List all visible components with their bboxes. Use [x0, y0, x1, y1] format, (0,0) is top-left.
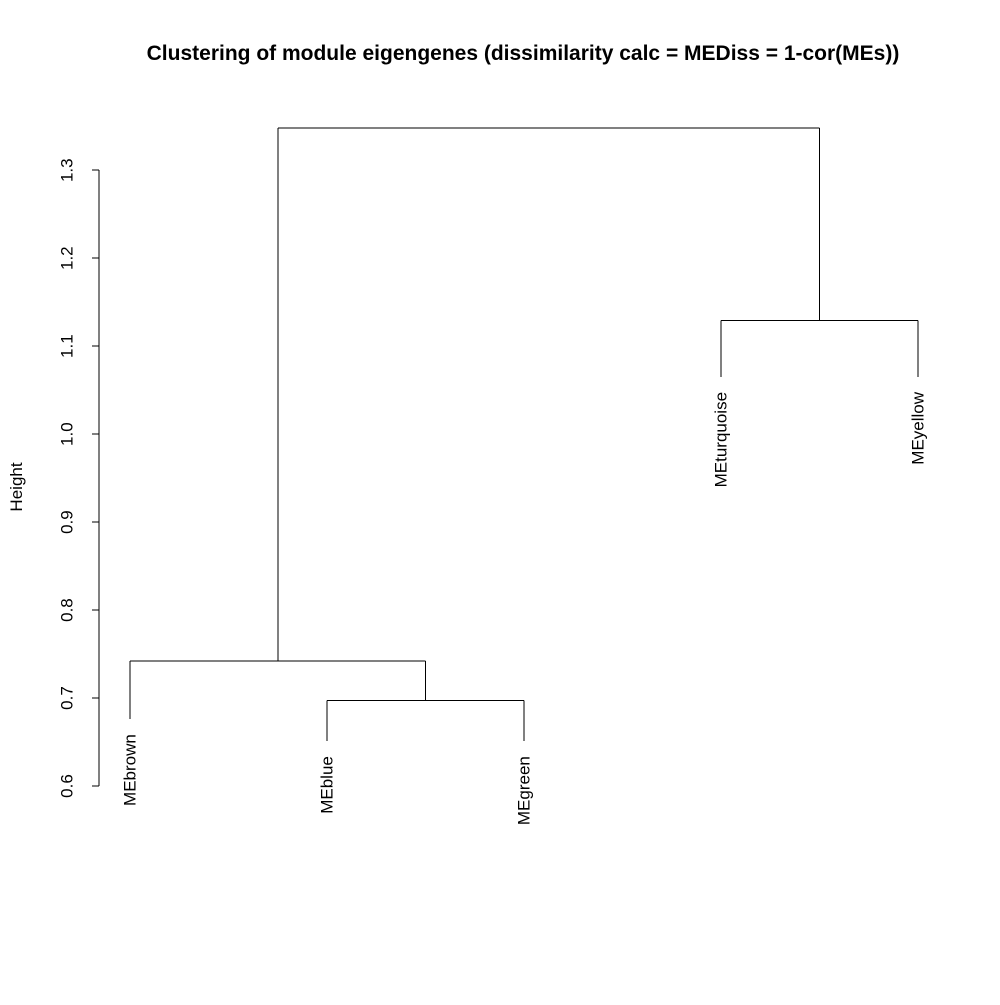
leaf-labels: MEbrown MEblue MEgreen MEturquoise MEyellow [121, 391, 928, 825]
leaf-label-green: MEgreen [515, 756, 534, 825]
chart-title: Clustering of module eigengenes (dissimi… [147, 42, 900, 65]
y-tick-label: 1.3 [58, 158, 77, 182]
y-tick-label: 1.2 [58, 246, 77, 270]
y-axis: 0.6 0.7 0.8 0.9 1.0 1.1 1.2 1.3 [58, 158, 100, 798]
y-tick-label: 0.8 [58, 598, 77, 622]
leaf-label-brown: MEbrown [121, 734, 140, 806]
y-tick-label: 0.9 [58, 510, 77, 534]
dendrogram-links [129, 127, 919, 742]
leaf-label-turquoise: MEturquoise [712, 392, 731, 487]
leaf-label-yellow: MEyellow [909, 391, 928, 464]
y-tick-label: 1.1 [58, 334, 77, 358]
leaf-label-blue: MEblue [318, 756, 337, 814]
y-tick-label: 0.6 [58, 774, 77, 798]
y-axis-label: Height [7, 462, 26, 511]
y-tick-label: 0.7 [58, 686, 77, 710]
y-tick-label: 1.0 [58, 422, 77, 446]
